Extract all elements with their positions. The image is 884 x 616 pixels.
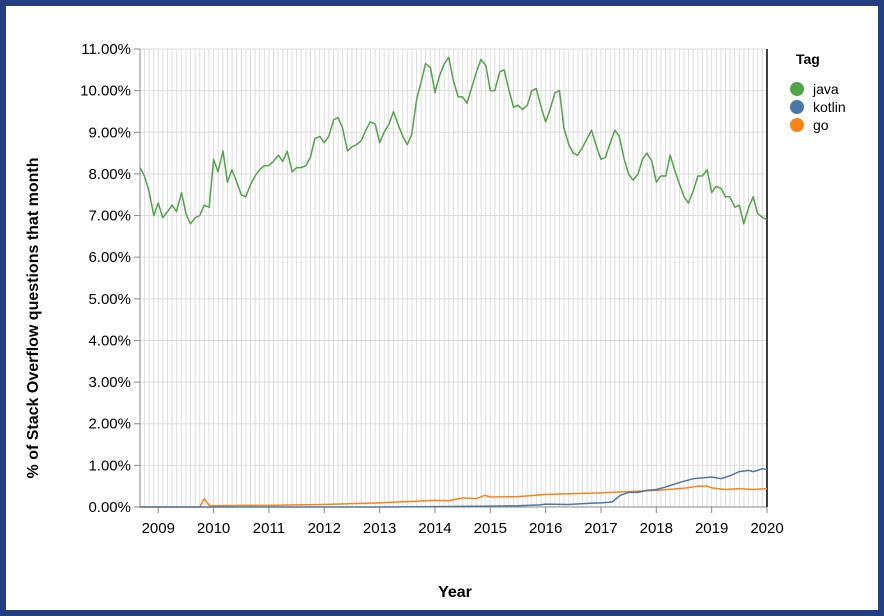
legend-label-java: java bbox=[812, 81, 839, 97]
x-tick-label: 2020 bbox=[750, 520, 783, 537]
y-tick-label: 2.00% bbox=[88, 416, 131, 433]
x-tick-label: 2009 bbox=[142, 520, 175, 537]
x-tick-label: 2017 bbox=[584, 520, 617, 537]
x-tick-label: 2014 bbox=[418, 520, 451, 537]
y-tick-label: 5.00% bbox=[88, 291, 131, 308]
x-tick-label: 2019 bbox=[695, 520, 728, 537]
y-tick-label: 4.00% bbox=[88, 332, 131, 349]
y-axis-title: % of Stack Overflow questions that month bbox=[25, 158, 42, 479]
y-tick-label: 6.00% bbox=[88, 249, 131, 266]
x-tick-label: 2011 bbox=[253, 520, 285, 537]
y-tick-label: 7.00% bbox=[88, 208, 131, 225]
legend-label-go: go bbox=[813, 117, 829, 133]
legend-swatch-kotlin bbox=[790, 100, 804, 114]
x-tick-label: 2016 bbox=[529, 520, 562, 537]
legend-swatch-go bbox=[790, 118, 804, 132]
series-lines bbox=[139, 56, 768, 508]
series-line-go bbox=[140, 485, 768, 508]
x-tick-label: 2010 bbox=[197, 520, 230, 537]
y-tick-label: 3.00% bbox=[88, 374, 131, 391]
y-tick-label: 10.00% bbox=[80, 83, 131, 100]
y-tick-label: 1.00% bbox=[88, 457, 131, 474]
x-axis-title: Year bbox=[438, 584, 472, 601]
series-line-kotlin bbox=[140, 467, 768, 508]
tick-labels: 0.00% 1.00% 2.00% 3.00% 4.00% 5.00% 6.00% 7.00%… bbox=[80, 41, 784, 537]
x-tick-label: 2015 bbox=[474, 520, 507, 537]
y-tick-label: 11.00% bbox=[81, 41, 131, 58]
x-tick-label: 2013 bbox=[363, 520, 396, 537]
x-tick-label: 2012 bbox=[308, 520, 341, 537]
legend-label-kotlin: kotlin bbox=[813, 99, 846, 115]
x-tick-label: 2018 bbox=[640, 520, 673, 537]
y-tick-label: 8.00% bbox=[88, 166, 131, 183]
axes bbox=[134, 48, 768, 513]
y-tick-label: 0.00% bbox=[88, 499, 131, 516]
legend-title: Tag bbox=[796, 51, 820, 67]
legend: Tag java kotlin go bbox=[790, 51, 846, 133]
y-tick-label: 9.00% bbox=[88, 124, 131, 141]
series-line-java bbox=[139, 56, 768, 225]
legend-swatch-java bbox=[790, 82, 804, 96]
grid bbox=[140, 48, 768, 508]
